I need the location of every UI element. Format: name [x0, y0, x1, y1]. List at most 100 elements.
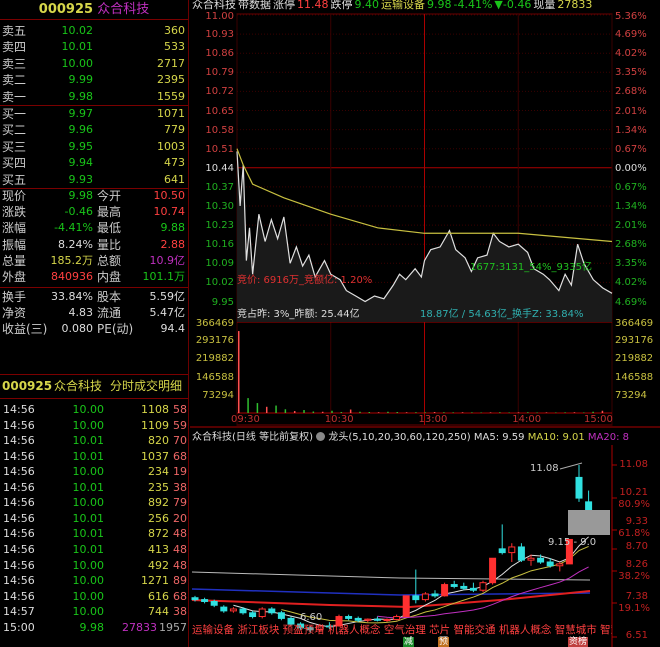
ask-row: 卖一 9.98 1559 [0, 89, 188, 105]
candle [460, 585, 468, 589]
volume-bar [284, 409, 287, 413]
tick-time: 14:56 [3, 574, 35, 588]
tick-volume: 1109 [141, 418, 169, 432]
pct-tick: 1.34% [615, 201, 647, 212]
price-tick: 10.58 [205, 124, 234, 136]
tick-price: 10.00 [72, 574, 105, 588]
quote-panel: 000925 众合科技 卖五 10.02 360 卖四 10.01 533 卖三 10.00 2… [0, 0, 189, 647]
limit-down-label: 跌停 [330, 0, 353, 11]
header-mode[interactable]: 带数据 [238, 0, 271, 11]
tick-count: 1957 [159, 620, 187, 634]
price-tick: 10.23 [205, 220, 234, 232]
row-value: 10.01 [61, 40, 94, 54]
candle [354, 617, 362, 621]
tick-row: 14:56 10.01 872 48 [0, 526, 188, 542]
ma5-line [233, 536, 589, 628]
candle [402, 595, 410, 618]
kline-fib-tick: 38.2% [618, 571, 650, 582]
row-label: 总量 [2, 253, 27, 268]
volume-bar [247, 398, 249, 413]
ma-250-line [191, 588, 591, 596]
row-label-2: 量比 [97, 237, 122, 252]
row-value-2: 5.59亿 [149, 290, 186, 303]
volume-tick: 219882 [195, 353, 234, 365]
row-label-2: 总额 [97, 253, 122, 268]
volume-bar [592, 411, 594, 413]
row-label: 卖三 [2, 56, 27, 71]
row-value: 9.96 [68, 123, 94, 137]
row-value: 9.95 [68, 139, 94, 153]
pct-tick: 2.01% [615, 105, 647, 117]
candle [469, 587, 477, 591]
tick-volume: 27833 [122, 620, 157, 634]
volume-bar [415, 412, 417, 413]
tick-header: 000925 众合科技 分时成交明细 [0, 379, 188, 399]
row-value-2: 9.88 [160, 221, 186, 235]
row-value-2: 10.74 [153, 205, 186, 219]
kline-price-tick: 6.51 [625, 630, 648, 641]
row-value: 9.98 [68, 189, 94, 202]
kline-price-tick: 8.70 [625, 541, 648, 552]
volume-tick-right: 146588 [615, 371, 654, 383]
ask-row: 卖二 9.99 2395 [0, 72, 188, 88]
avg-price-line [236, 148, 613, 243]
volume-bar [396, 412, 399, 413]
row-label: 卖五 [2, 24, 27, 38]
volume-bar [573, 412, 576, 413]
tick-price: 10.01 [72, 527, 105, 541]
volume-bar [368, 412, 371, 413]
divider [0, 105, 188, 106]
pct-tick: 3.35% [615, 258, 647, 270]
candle [412, 595, 420, 601]
tick-time: 14:56 [3, 527, 35, 541]
tick-row: 14:56 10.00 892 79 [0, 495, 188, 511]
candle [239, 608, 247, 614]
row-label: 净资 [2, 306, 27, 321]
tick-count: 19 [173, 465, 187, 479]
vol-label: 现量 [533, 0, 556, 11]
bid-row: 买一 9.97 1071 [0, 106, 188, 122]
tick-volume: 413 [148, 542, 169, 556]
candle [431, 593, 439, 597]
signal-badge: 资榜 [568, 637, 589, 647]
row-label: 振幅 [2, 237, 27, 252]
pct-tick: 4.02% [615, 277, 647, 289]
row-value: 9.98 [68, 89, 94, 103]
kline-fib-tick: 61.8% [618, 528, 650, 539]
volume-bar [256, 403, 259, 413]
sector-link[interactable]: 运输设备 [381, 0, 425, 11]
tick-volume: 235 [148, 480, 169, 494]
volume-tick-right: 293176 [615, 335, 654, 347]
volume-bar [452, 412, 454, 413]
tick-price: 10.01 [72, 542, 105, 556]
pct-tick: 4.69% [615, 296, 647, 308]
candle [441, 584, 449, 597]
row-label: 收益(三) [2, 322, 48, 337]
bid-row: 买四 9.94 473 [0, 155, 188, 171]
ask-row: 卖五 10.02 360 [0, 23, 188, 39]
stock-code: 000925 [38, 2, 94, 17]
row-value-2: 94.4 [160, 322, 186, 336]
volume-bar [303, 410, 305, 413]
candle [565, 538, 573, 565]
pct-tick: 1.34% [615, 124, 647, 136]
concept-tags: 运输设备 浙江板块 预盈预增 机器人概念 空气治理 芯片 智能交通 机器人概念 … [192, 624, 612, 636]
kline-price-tick: 8.26 [625, 559, 648, 570]
info-row: 换手 33.84% 股本 5.59亿 [0, 289, 188, 305]
tick-price: 10.00 [72, 418, 105, 432]
candle [556, 563, 564, 567]
volume-bar [545, 412, 548, 413]
volume-bar [349, 409, 352, 413]
candle [527, 557, 535, 561]
tick-volume: 820 [148, 434, 169, 448]
row-label: 买三 [2, 139, 27, 154]
volume-bar [275, 405, 277, 413]
pct-tick: 2.68% [615, 239, 647, 251]
divider [0, 188, 188, 189]
dropdown-icon[interactable] [316, 432, 326, 441]
row-value-2: 1003 [157, 139, 185, 153]
row-label: 卖一 [2, 89, 27, 104]
indicator-name[interactable]: 龙头(5,10,20,30,60,120,250) [328, 432, 471, 443]
volume-tick-right: 219882 [615, 353, 654, 365]
